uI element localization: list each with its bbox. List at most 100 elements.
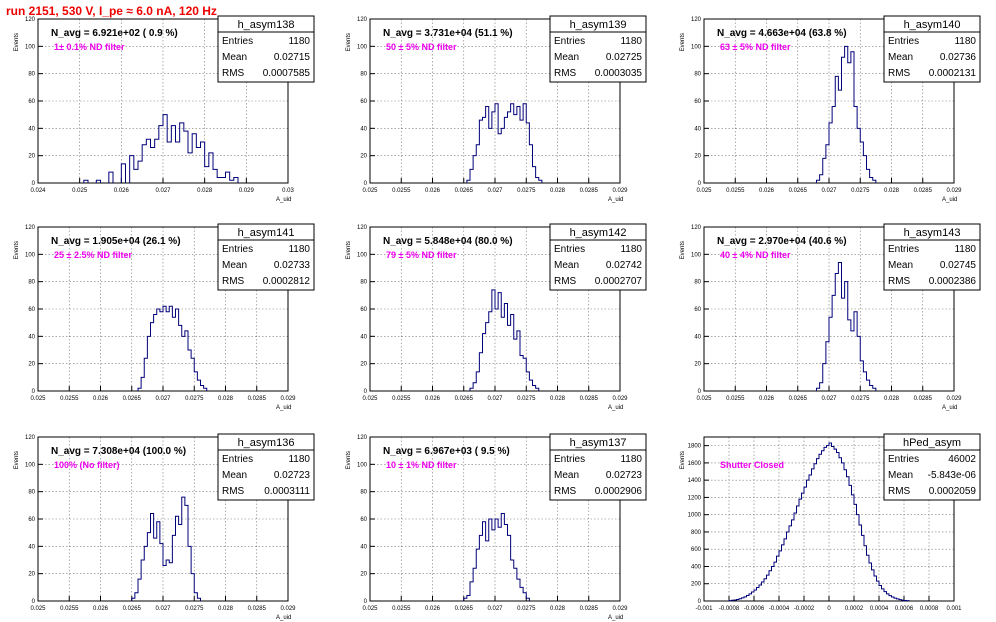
stats-rms-value: 0.0002059 (929, 486, 977, 497)
x-tick-label: 0.0255 (726, 396, 745, 402)
histogram-name: h_asym136 (238, 437, 295, 449)
y-tick-label: 0 (32, 599, 36, 605)
x-tick-label: 0.027 (487, 188, 503, 194)
y-tick-label: 0 (698, 599, 702, 605)
x-tick-label: 0.0265 (123, 606, 142, 612)
y-tick-label: 60 (28, 307, 35, 313)
y-axis-title: Events (680, 451, 686, 469)
navg-label: N_avg = 5.848e+04 (80.0 %) (383, 236, 513, 247)
y-axis-title: Events (346, 33, 352, 51)
x-tick-label: 0.025 (696, 188, 712, 194)
x-tick-label: 0.0285 (580, 396, 599, 402)
x-tick-label: 0.026 (425, 606, 441, 612)
y-tick-label: 100 (25, 462, 36, 468)
x-tick-label: 0.025 (696, 396, 712, 402)
x-tick-label: 0.028 (550, 188, 566, 194)
y-tick-label: 40 (360, 544, 367, 550)
x-tick-label: 0.025 (30, 606, 46, 612)
x-tick-label: 0.0265 (455, 606, 474, 612)
x-tick-label: 0.029 (946, 188, 962, 194)
histogram-name: h_asym137 (570, 437, 627, 449)
panels-grid: 0.024 0.025 0.026 0.027 0.028 0.029 0.03 0 20 40 6… (14, 15, 981, 621)
stats-box (217, 449, 315, 501)
y-tick-label: 100 (25, 252, 36, 258)
stats-mean-value: -5.843e-06 (928, 470, 977, 481)
stats-rms-value: 0.0007585 (263, 68, 311, 79)
y-axis-title: Events (346, 451, 352, 469)
stats-rms-label: RMS (222, 68, 245, 79)
histogram-outline (463, 513, 530, 601)
y-tick-label: 20 (360, 154, 367, 160)
stats-rms-value: 0.0003111 (264, 486, 310, 497)
y-tick-label: 0 (698, 181, 702, 187)
y-axis-title: Events (14, 241, 20, 259)
stats-entries-value: 1180 (288, 36, 310, 47)
stats-box (549, 31, 647, 83)
y-tick-label: 1600 (688, 461, 702, 467)
stats-mean-label: Mean (222, 470, 247, 481)
x-tick-label: 0.029 (946, 396, 962, 402)
stats-entries-label: Entries (222, 36, 253, 47)
stats-entries-value: 1180 (288, 454, 310, 465)
x-tick-label: -0.0006 (744, 606, 765, 612)
y-tick-label: 40 (28, 126, 35, 132)
histogram-name: h_asym139 (570, 19, 627, 31)
stats-rms-label: RMS (554, 486, 577, 497)
y-tick-label: 20 (28, 572, 35, 578)
stats-entries-label: Entries (554, 454, 585, 465)
x-axis-title: A_uid (608, 197, 623, 203)
y-tick-label: 100 (25, 44, 36, 50)
stats-entries-label: Entries (554, 244, 585, 255)
x-tick-label: 0.028 (218, 396, 234, 402)
y-tick-label: 20 (28, 154, 35, 160)
histogram-outline (83, 114, 239, 183)
stats-entries-value: 1180 (620, 36, 642, 47)
x-tick-label: 0.0275 (517, 396, 536, 402)
x-axis-title: A_uid (942, 197, 957, 203)
y-tick-label: 80 (360, 490, 367, 496)
filter-label: 25 ± 2.5% ND filter (54, 250, 132, 260)
y-tick-label: 0 (364, 181, 368, 187)
x-tick-label: 0.029 (280, 606, 296, 612)
y-tick-label: 40 (28, 334, 35, 340)
run-title: run 2151, 530 V, I_pe ≈ 6.0 nA, 120 Hz (6, 4, 217, 18)
x-tick-label: 0.0285 (914, 188, 933, 194)
histogram-panel-h_asym142: 0.025 0.0255 0.026 0.0265 0.027 0.0275 0.028 0.… (346, 223, 647, 411)
stats-mean-label: Mean (222, 260, 247, 271)
x-tick-label: 0.029 (239, 188, 255, 194)
x-tick-label: 0.0275 (851, 188, 870, 194)
y-tick-label: 100 (691, 252, 702, 258)
x-tick-label: 0.0275 (517, 606, 536, 612)
x-tick-label: 0.025 (30, 396, 46, 402)
y-tick-label: 60 (28, 517, 35, 523)
y-tick-label: 0 (364, 389, 368, 395)
stats-mean-value: 0.02723 (274, 470, 311, 481)
y-tick-label: 100 (357, 44, 368, 50)
x-tick-label: 0.0275 (185, 396, 204, 402)
histogram-outline (816, 262, 877, 391)
x-tick-label: 0.028 (884, 396, 900, 402)
stats-rms-label: RMS (888, 276, 911, 287)
stats-entries-value: 1180 (620, 244, 642, 255)
y-tick-label: 800 (691, 530, 702, 536)
y-tick-label: 1400 (688, 478, 702, 484)
stats-entries-label: Entries (554, 36, 585, 47)
histogram-name: h_asym141 (238, 227, 295, 239)
stats-entries-value: 1180 (288, 244, 310, 255)
filter-label: 63 ± 5% ND filter (720, 42, 791, 52)
stats-box (217, 239, 315, 291)
y-axis-title: Events (680, 241, 686, 259)
stats-rms-value: 0.0002707 (595, 276, 643, 287)
x-axis-title: A_uid (276, 615, 291, 621)
stats-entries-label: Entries (888, 244, 919, 255)
y-tick-label: 120 (25, 225, 36, 231)
x-tick-label: 0.027 (487, 606, 503, 612)
y-tick-label: 80 (694, 72, 701, 78)
navg-label: N_avg = 3.731e+04 (51.1 %) (383, 28, 513, 39)
filter-label: Shutter Closed (720, 460, 784, 470)
stats-box (883, 449, 981, 501)
stats-mean-label: Mean (888, 260, 913, 271)
stats-mean-value: 0.02745 (940, 260, 977, 271)
x-tick-label: 0.026 (425, 188, 441, 194)
histogram-name: h_asym143 (904, 227, 961, 239)
